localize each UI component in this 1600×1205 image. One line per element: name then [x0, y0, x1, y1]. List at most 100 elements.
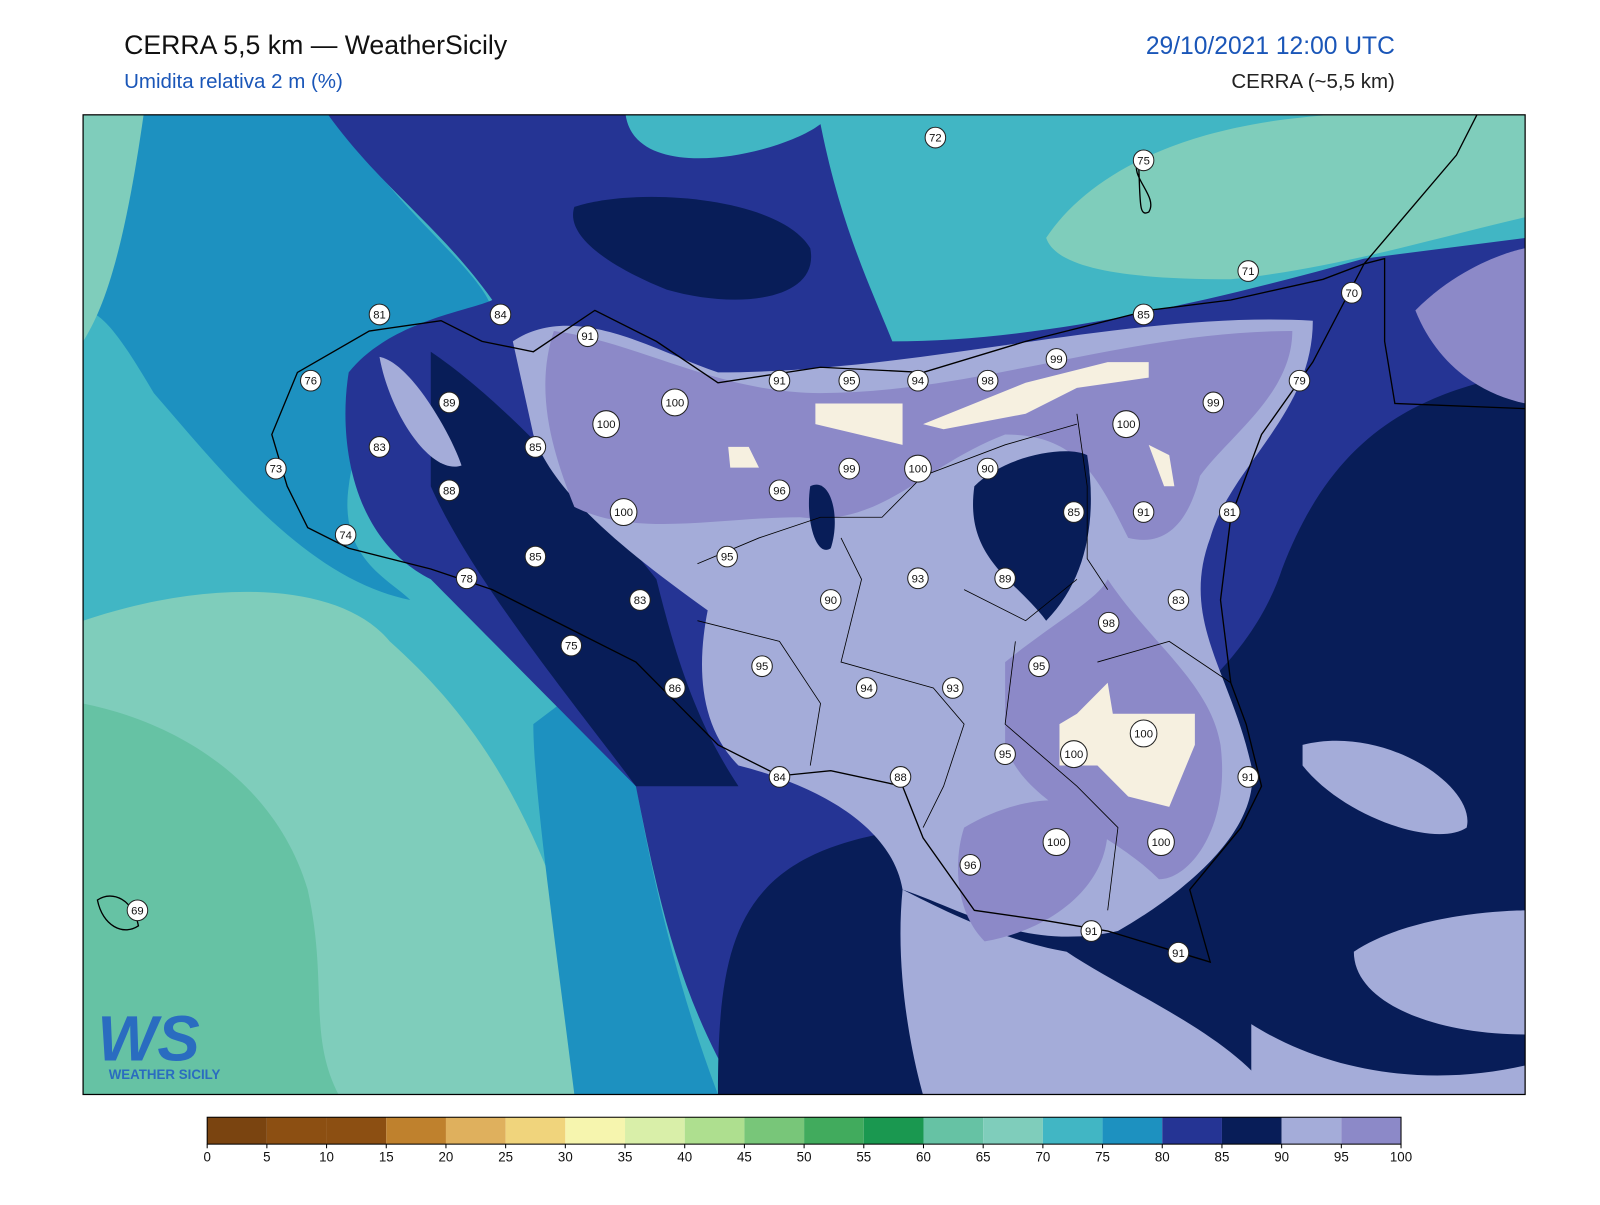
colorbar-tick-label: 100 — [1390, 1150, 1412, 1165]
map: 72 75 71 70 81 84 91 85 99 76 91 95 94 98 99 79 89 100 100… — [83, 114, 1526, 1095]
coastline — [96, 114, 1526, 964]
station-value: 91 — [1172, 948, 1185, 960]
station-marker — [334, 523, 357, 546]
colorbar-tick-label: 10 — [319, 1150, 334, 1165]
colorbar-tick-label: 40 — [677, 1150, 692, 1165]
station-value: 90 — [824, 595, 837, 607]
station-value: 91 — [1137, 507, 1150, 519]
station-value: 93 — [947, 683, 960, 695]
station-marker — [560, 634, 583, 657]
station-value: 100 — [1047, 837, 1066, 849]
station-marker — [1341, 281, 1363, 304]
station-value: 70 — [1346, 288, 1359, 300]
field — [533, 662, 718, 1095]
colorbar-tick-label: 55 — [856, 1150, 871, 1165]
station-value: 95 — [999, 749, 1012, 761]
logo: WS WEATHER SICILY — [97, 1002, 220, 1082]
station-marker — [438, 391, 460, 414]
field — [379, 356, 462, 467]
station-value: 98 — [1102, 618, 1115, 630]
station-marker — [1129, 719, 1158, 748]
station-marker — [768, 369, 791, 392]
field — [973, 451, 1091, 621]
station-value: 76 — [304, 376, 317, 388]
station-value: 81 — [373, 309, 386, 321]
station-value: 91 — [1242, 772, 1255, 784]
title: CERRA 5,5 km — WeatherSicily — [124, 30, 508, 60]
station-value: 90 — [981, 464, 994, 476]
station-marker — [629, 589, 651, 611]
colorbar-tick-label: 5 — [263, 1150, 270, 1165]
field — [83, 114, 493, 600]
station-marker — [838, 369, 860, 392]
colorbar-tick-label: 30 — [558, 1150, 573, 1165]
colorbar-tick-label: 80 — [1155, 1150, 1170, 1165]
station-value: 89 — [443, 397, 456, 409]
station-marker — [716, 545, 738, 568]
station-marker — [942, 677, 964, 699]
station-value: 91 — [581, 331, 594, 343]
colorbar-tick-label: 90 — [1274, 1150, 1289, 1165]
station-marker — [1132, 303, 1155, 326]
station-marker — [1132, 149, 1155, 172]
colorbar-tick-label: 20 — [439, 1150, 454, 1165]
station-value: 100 — [1064, 749, 1083, 761]
station-marker — [751, 655, 773, 678]
station-value: 73 — [270, 464, 283, 476]
station-value: 74 — [339, 530, 352, 542]
station-marker — [889, 766, 912, 788]
station-value: 72 — [929, 133, 942, 145]
station-marker — [1063, 501, 1085, 523]
station-marker — [904, 454, 932, 483]
datetime: 29/10/2021 12:00 UTC — [1146, 33, 1395, 60]
colorbar-bin — [565, 1117, 626, 1145]
colorbar-bin — [625, 1117, 685, 1145]
station-value: 85 — [1137, 309, 1150, 321]
station-value: 86 — [669, 683, 682, 695]
station-value: 81 — [1223, 507, 1236, 519]
station-marker — [1237, 260, 1259, 282]
station-value: 99 — [1050, 354, 1063, 366]
station-value: 100 — [614, 507, 633, 519]
colorbar-bin — [1102, 1117, 1163, 1145]
station-value: 83 — [373, 442, 386, 454]
colorbar-bin — [1162, 1117, 1222, 1145]
station-marker — [1132, 501, 1155, 523]
station-value: 100 — [1117, 419, 1136, 431]
colorbar-bin — [1281, 1117, 1342, 1145]
station-value: 88 — [443, 485, 456, 497]
station-value: 94 — [860, 683, 873, 695]
colorbar-bin — [684, 1117, 745, 1145]
station-value: 89 — [999, 573, 1012, 585]
map-frame — [82, 114, 1526, 1096]
colorbar-bin — [386, 1117, 446, 1145]
station-marker — [1288, 369, 1311, 392]
station-value: 75 — [565, 641, 578, 653]
station-value: 83 — [634, 595, 647, 607]
station-marker — [524, 436, 547, 458]
station-marker — [1218, 501, 1241, 523]
station-marker — [368, 303, 391, 326]
colorbar-tick-label: 45 — [737, 1150, 752, 1165]
station-marker — [661, 388, 689, 417]
station-marker — [1042, 828, 1071, 857]
station-marker — [1202, 391, 1225, 414]
station-marker — [455, 567, 478, 590]
station-value: 85 — [529, 442, 542, 454]
colorbar-bin — [983, 1117, 1043, 1145]
station-value: 95 — [843, 376, 856, 388]
colorbar-bin — [326, 1117, 387, 1145]
colorbar-bin — [1042, 1117, 1103, 1145]
station-marker — [592, 410, 620, 439]
field — [1059, 444, 1195, 807]
station-value: 88 — [894, 772, 907, 784]
station-marker — [1167, 589, 1190, 611]
station-value: 84 — [773, 772, 786, 784]
colorbar: 0 5 10 15 20 25 30 35 40 45 50 55 60 65 70 75 80 85 90 95 10… — [203, 1116, 1412, 1165]
station-marker — [1060, 740, 1088, 769]
station-value: 99 — [843, 464, 856, 476]
field — [573, 196, 812, 300]
station-value: 95 — [721, 552, 734, 564]
station-marker — [976, 369, 999, 392]
